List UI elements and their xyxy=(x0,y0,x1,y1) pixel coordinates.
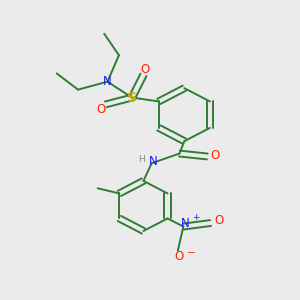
Text: O: O xyxy=(96,103,106,116)
Text: O: O xyxy=(140,62,150,76)
Text: S: S xyxy=(127,91,137,105)
Text: N: N xyxy=(181,217,189,230)
Text: N: N xyxy=(149,155,158,168)
Text: O: O xyxy=(175,250,184,263)
Text: N: N xyxy=(103,75,112,88)
Text: −: − xyxy=(187,248,195,258)
Text: +: + xyxy=(192,213,200,222)
Text: O: O xyxy=(214,214,223,227)
Text: O: O xyxy=(211,148,220,161)
Text: H: H xyxy=(138,155,145,164)
